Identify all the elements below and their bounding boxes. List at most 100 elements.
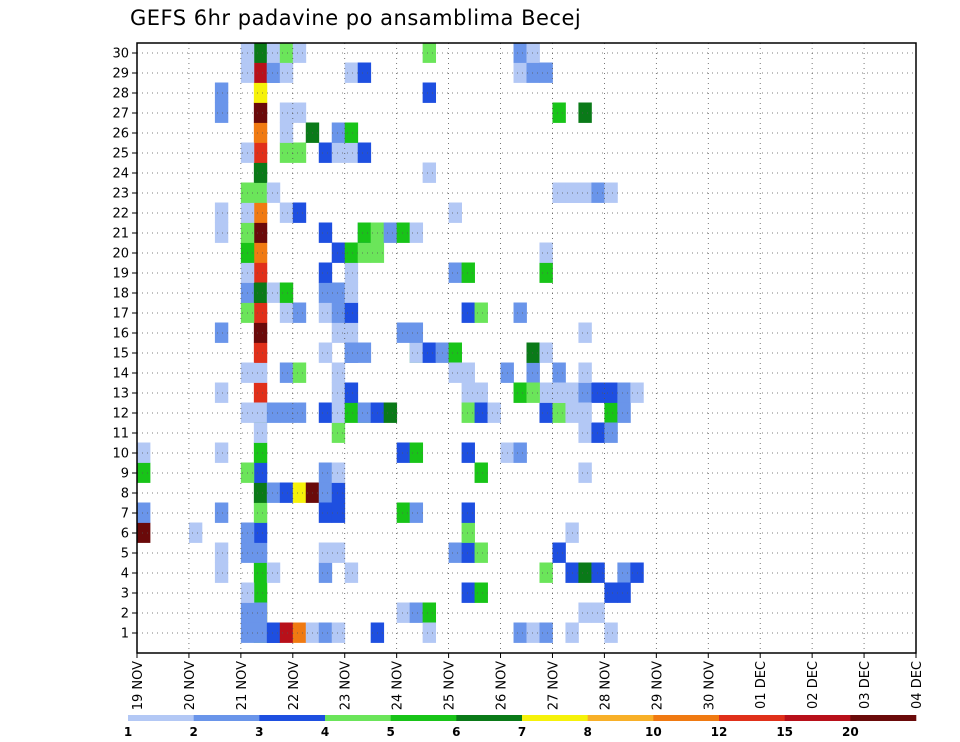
data-cell	[214, 222, 229, 243]
data-cell	[266, 42, 281, 63]
data-cell	[253, 222, 268, 243]
data-cell	[253, 502, 268, 523]
data-cell	[137, 522, 151, 543]
data-cell	[513, 42, 527, 63]
data-cell	[604, 622, 618, 643]
data-cell	[539, 342, 553, 363]
data-cell	[266, 482, 281, 503]
data-cell	[253, 482, 268, 503]
data-cell	[279, 482, 294, 503]
y-tick-label: 10	[112, 447, 129, 462]
data-cell	[253, 522, 268, 543]
data-cell	[279, 202, 294, 223]
data-cell	[253, 282, 268, 303]
data-cell	[448, 542, 462, 563]
data-cell	[578, 382, 592, 403]
x-tick-label: 28 NOV	[598, 661, 613, 710]
y-tick-label: 27	[112, 107, 129, 122]
data-cell	[253, 82, 268, 103]
data-cell	[214, 502, 229, 523]
plot-frame	[136, 42, 917, 654]
data-cell	[448, 262, 462, 283]
data-cell	[539, 62, 553, 83]
y-tick-label: 14	[112, 367, 129, 382]
data-cell	[578, 562, 592, 583]
y-axis: 1234567891011121314151617181920212223242…	[112, 47, 137, 642]
data-cell	[474, 302, 488, 323]
y-tick-label: 17	[112, 307, 129, 322]
colorbar-label: 15	[776, 725, 793, 739]
data-cell	[279, 282, 294, 303]
x-tick-label: 29 NOV	[650, 661, 665, 710]
data-cell	[344, 562, 359, 583]
y-tick-label: 18	[112, 287, 129, 302]
x-tick-label: 04 DEC	[910, 661, 925, 709]
data-cell	[422, 42, 437, 63]
data-cell	[578, 362, 592, 383]
data-cell	[253, 422, 268, 443]
data-cell	[539, 242, 553, 263]
data-cell	[253, 442, 268, 463]
data-cell	[318, 542, 333, 563]
data-cell	[357, 62, 372, 83]
data-cell	[279, 122, 294, 143]
x-tick-label: 27 NOV	[546, 661, 561, 710]
data-cell	[318, 462, 333, 483]
data-cell	[331, 142, 346, 163]
data-cell	[137, 462, 151, 483]
data-cell	[279, 302, 294, 323]
data-cell	[253, 462, 268, 483]
data-cell	[253, 322, 268, 343]
data-cell	[331, 302, 346, 323]
data-cell	[266, 182, 281, 203]
data-cell	[474, 462, 488, 483]
colorbar-swatch	[456, 715, 523, 721]
data-cell	[409, 222, 424, 243]
data-cell	[344, 282, 359, 303]
data-cell	[422, 162, 437, 183]
data-cell	[552, 102, 566, 123]
data-cell	[539, 622, 553, 643]
data-cell	[253, 42, 268, 63]
data-cell	[253, 402, 268, 423]
data-cell	[318, 342, 333, 363]
data-cell	[617, 562, 631, 583]
y-tick-label: 26	[112, 127, 129, 142]
data-cell	[539, 402, 553, 423]
colorbar-label: 6	[452, 725, 460, 739]
data-cell	[617, 382, 631, 403]
data-cell	[292, 42, 307, 63]
y-tick-label: 23	[112, 187, 129, 202]
data-cell	[357, 222, 372, 243]
x-tick-label: 24 NOV	[391, 661, 406, 710]
colorbar-swatch	[522, 715, 588, 721]
colorbar-swatch	[719, 715, 785, 721]
data-cell	[526, 42, 540, 63]
data-cell	[253, 102, 268, 123]
data-cell	[552, 182, 566, 203]
colorbar-label: 8	[583, 725, 591, 739]
data-cell	[552, 402, 566, 423]
data-cell	[344, 62, 359, 83]
y-tick-label: 28	[112, 87, 129, 102]
x-tick-label: 02 DEC	[806, 661, 821, 709]
data-cell	[578, 402, 592, 423]
data-cell	[578, 422, 592, 443]
data-cell	[318, 502, 333, 523]
data-cell	[344, 262, 359, 283]
y-tick-label: 25	[112, 147, 129, 162]
data-cell	[396, 222, 411, 243]
y-tick-label: 2	[121, 607, 129, 622]
data-cell	[357, 242, 372, 263]
y-tick-label: 19	[112, 267, 129, 282]
data-cell	[617, 582, 631, 603]
data-cell	[344, 142, 359, 163]
data-cell	[409, 502, 424, 523]
data-cell	[279, 402, 294, 423]
data-cell	[318, 402, 333, 423]
y-tick-label: 20	[112, 247, 129, 262]
data-cell	[552, 382, 566, 403]
colorbar-swatch	[587, 715, 654, 721]
data-cell	[448, 202, 462, 223]
data-cell	[331, 362, 346, 383]
